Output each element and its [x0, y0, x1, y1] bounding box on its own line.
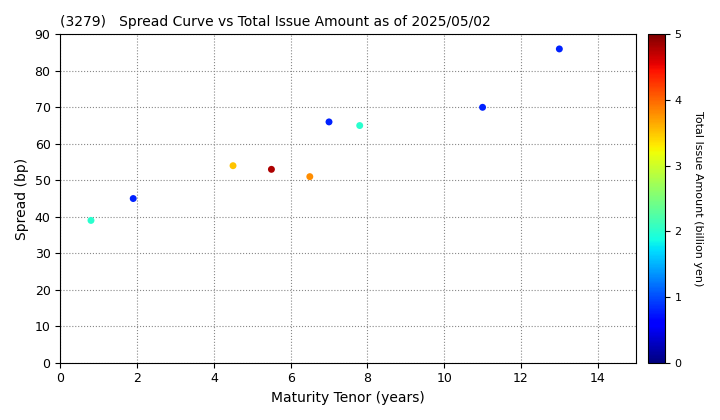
Point — [554, 45, 565, 52]
Point — [127, 195, 139, 202]
Point — [323, 118, 335, 125]
Point — [354, 122, 366, 129]
Point — [477, 104, 488, 110]
X-axis label: Maturity Tenor (years): Maturity Tenor (years) — [271, 391, 425, 405]
Text: (3279)   Spread Curve vs Total Issue Amount as of 2025/05/02: (3279) Spread Curve vs Total Issue Amoun… — [60, 15, 491, 29]
Point — [266, 166, 277, 173]
Y-axis label: Spread (bp): Spread (bp) — [15, 158, 29, 239]
Point — [304, 173, 315, 180]
Point — [228, 162, 239, 169]
Point — [85, 217, 96, 224]
Y-axis label: Total Issue Amount (billion yen): Total Issue Amount (billion yen) — [693, 111, 703, 286]
